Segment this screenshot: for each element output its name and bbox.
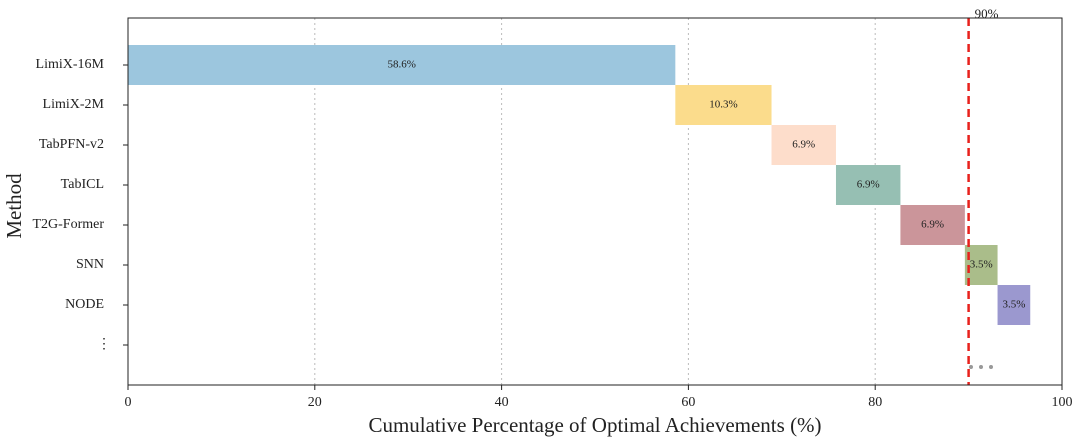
x-axis-label: Cumulative Percentage of Optimal Achieve… bbox=[368, 413, 821, 437]
x-tick-label: 100 bbox=[1052, 395, 1073, 410]
bar bbox=[675, 85, 772, 125]
y-axis-label: Method bbox=[2, 173, 26, 239]
y-tick-label: TabICL bbox=[61, 177, 104, 192]
value-label: 6.9% bbox=[792, 139, 815, 151]
bar bbox=[128, 45, 676, 85]
bar bbox=[997, 285, 1031, 325]
value-label: 3.5% bbox=[1002, 299, 1025, 311]
plot-frame bbox=[127, 17, 1063, 386]
x-tick-label: 0 bbox=[125, 395, 132, 410]
value-label: 58.6% bbox=[387, 59, 415, 71]
bar bbox=[835, 165, 901, 205]
y-tick-label: TabPFN-v2 bbox=[39, 137, 104, 152]
value-label: 3.5% bbox=[970, 259, 993, 271]
reference-label: 90% bbox=[975, 6, 999, 21]
x-tick-label: 80 bbox=[868, 395, 882, 410]
bar bbox=[900, 205, 965, 245]
bar bbox=[771, 125, 836, 165]
value-label: 6.9% bbox=[921, 219, 944, 231]
value-label: 10.3% bbox=[709, 99, 737, 111]
x-tick-label: 60 bbox=[681, 395, 695, 410]
y-tick-label: LimiX-16M bbox=[36, 57, 105, 72]
x-tick-label: 20 bbox=[308, 395, 322, 410]
ellipsis-dots bbox=[969, 365, 993, 369]
y-tick-label: ⋮ bbox=[97, 337, 111, 352]
x-tick-label: 40 bbox=[495, 395, 509, 410]
y-tick-label: T2G-Former bbox=[32, 217, 104, 232]
y-tick-label: LimiX-2M bbox=[43, 97, 105, 112]
bar bbox=[964, 245, 998, 285]
y-tick-label: SNN bbox=[76, 257, 104, 272]
value-label: 6.9% bbox=[857, 179, 880, 191]
y-tick-label: NODE bbox=[65, 297, 104, 312]
